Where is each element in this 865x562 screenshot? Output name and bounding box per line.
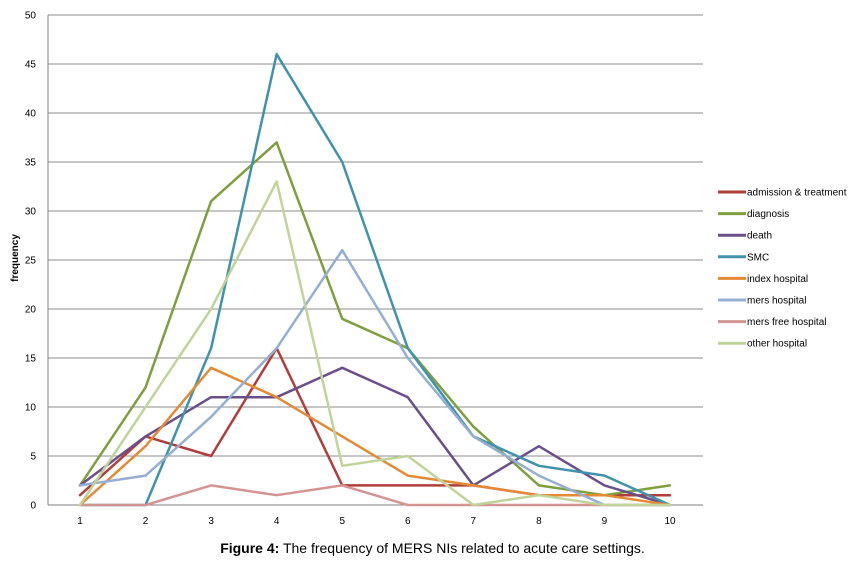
x-axis-tick-labels: 1 2 3 4 5 6 7 8 9 10 <box>77 516 676 527</box>
x-tick-label: 6 <box>405 516 411 527</box>
x-tick-label: 10 <box>664 516 676 527</box>
y-tick-label: 50 <box>25 11 37 22</box>
series-line <box>78 366 672 507</box>
y-tick-label: 25 <box>25 256 37 267</box>
y-tick-label: 10 <box>25 403 37 414</box>
series-line <box>78 484 672 507</box>
x-tick-label: 9 <box>602 516 608 527</box>
series-line <box>78 366 672 507</box>
legend-label: diagnosis <box>747 209 789 220</box>
y-axis-tick-labels: 0 5 10 15 20 25 30 35 40 45 50 <box>25 11 37 512</box>
y-axis-label: frequency <box>10 234 21 282</box>
figure-caption-text: The frequency of MERS NIs related to acu… <box>279 540 645 556</box>
series-line <box>78 180 672 507</box>
figure-caption: Figure 4: The frequency of MERS NIs rela… <box>0 540 865 556</box>
y-tick-label: 15 <box>25 354 37 365</box>
y-tick-label: 0 <box>30 501 36 512</box>
legend-label: death <box>747 231 772 242</box>
x-tick-label: 2 <box>143 516 149 527</box>
x-tick-label: 5 <box>339 516 345 527</box>
legend-label: mers free hospital <box>747 317 826 328</box>
y-tick-label: 20 <box>25 305 37 316</box>
x-tick-label: 7 <box>471 516 477 527</box>
series-line <box>78 248 672 507</box>
y-tick-label: 5 <box>30 452 36 463</box>
x-tick-label: 4 <box>274 516 280 527</box>
figure-caption-label: Figure 4: <box>220 540 280 556</box>
legend-label: admission & treatment <box>747 188 847 199</box>
x-tick-label: 1 <box>77 516 83 527</box>
y-tick-label: 35 <box>25 158 37 169</box>
legend-label: other hospital <box>747 339 807 350</box>
x-tick-label: 8 <box>536 516 542 527</box>
y-tick-label: 45 <box>25 60 37 71</box>
legend-label: mers hospital <box>747 296 806 307</box>
legend-label: index hospital <box>747 274 808 285</box>
x-tick-label: 3 <box>208 516 214 527</box>
y-tick-label: 40 <box>25 109 37 120</box>
legend: admission & treatment diagnosis death SMC in… <box>718 188 847 350</box>
y-tick-label: 30 <box>25 207 37 218</box>
data-series <box>78 52 672 507</box>
series-line <box>78 52 672 507</box>
legend-label: SMC <box>747 252 769 263</box>
